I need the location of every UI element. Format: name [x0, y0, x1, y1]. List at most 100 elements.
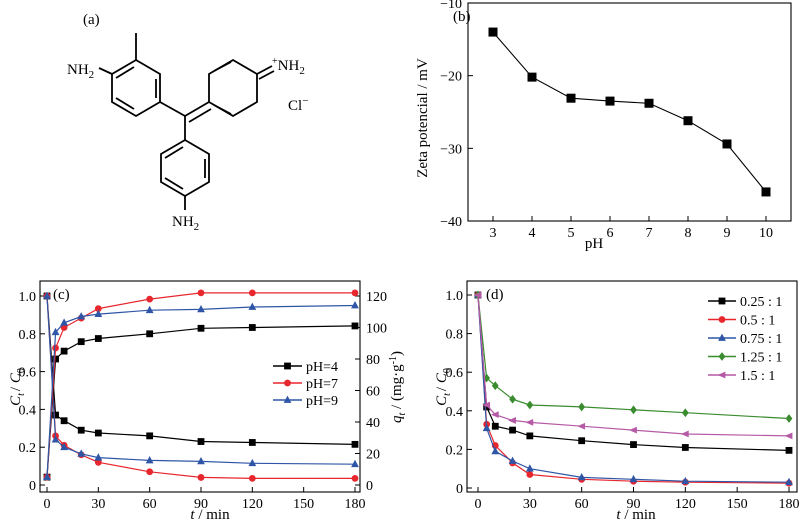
- panel-c-xtick-label: 30: [91, 497, 105, 512]
- panel-d-xtick-label: 120: [675, 497, 696, 512]
- panel-d-point: [525, 418, 534, 426]
- panel-d-legend-label: 0.5 : 1: [740, 314, 775, 329]
- panel-c-point: [146, 330, 154, 338]
- panel-b-point: [761, 187, 771, 197]
- panel-c-point: [60, 324, 68, 331]
- panel-c-point: [146, 468, 154, 476]
- panel-c-point: [146, 432, 154, 440]
- panel-c-point: [145, 456, 154, 464]
- panel-c-point: [94, 453, 103, 461]
- panel-c-legend-marker: [284, 379, 291, 387]
- panel-c-legend-label: pH=9: [306, 394, 338, 409]
- panel-d-xtick-label: 150: [727, 497, 748, 512]
- panel-d-point: [491, 381, 499, 391]
- counter-ion-label: Cl−: [288, 95, 308, 114]
- panel-c-legend-marker: [283, 395, 292, 403]
- panel-c-label: (c): [53, 287, 70, 303]
- panel-b-plot: 3 4 5 6 7 8 9 10 −10 −20 −30 −40: [440, 0, 792, 241]
- panel-c-point: [60, 318, 69, 326]
- panel-d-plot: 0 30 60 90 120 150 180 0 0.2 0.4 0.6 0.8 1.0 0.25 : 1…: [446, 280, 800, 512]
- panel-c-xtick-label: 120: [242, 497, 263, 512]
- panel-b-ytick-label: −20: [440, 70, 462, 85]
- panel-b-point: [683, 116, 693, 126]
- panel-d-legend-marker: [718, 297, 726, 305]
- panel-d-ytick-label: 0: [456, 482, 463, 497]
- panel-d-ytick-label: 0.8: [446, 328, 464, 343]
- panel-b-zeta-chart: (b) pH Zeta potencial / mV: [415, 9, 603, 252]
- panel-c-point: [51, 327, 60, 336]
- panel-c-point: [197, 324, 205, 332]
- panel-c-point: [94, 309, 103, 318]
- panel-c-point: [94, 305, 102, 312]
- panel-d-point: [784, 432, 793, 440]
- panel-d-ytick-label: 0.6: [446, 366, 464, 381]
- panel-c-legend-marker: [284, 362, 291, 370]
- panel-d-legend: 0.25 : 1 0.5 : 1 0.75 : 1 1.25 : 1 1.5 : 1: [708, 295, 782, 384]
- panel-b-ytick-label: −30: [440, 142, 462, 157]
- panel-b-point: [605, 96, 615, 106]
- panel-d-point: [578, 402, 586, 412]
- panel-d-point: [578, 437, 586, 445]
- panel-c-point: [351, 440, 359, 448]
- panel-c-ytick-right-label: 40: [366, 416, 380, 431]
- panel-b-ytick-label: −40: [440, 215, 462, 230]
- panel-c-point: [248, 302, 257, 310]
- left-amine-label: NH2: [67, 62, 94, 81]
- panel-d-point: [681, 408, 689, 418]
- panel-c-xlabel: t / min: [190, 507, 230, 523]
- panel-d-legend-label: 1.5 : 1: [740, 369, 775, 384]
- panel-c-point: [51, 435, 60, 443]
- panel-c-xtick-label: 150: [293, 497, 314, 512]
- panel-a-molecule: (a) NH2 +NH2: [67, 12, 308, 233]
- panel-c-xtick-label: 90: [194, 497, 208, 512]
- panel-c-point: [197, 438, 205, 445]
- panel-a-label: (a): [83, 12, 100, 28]
- panel-c-ph-chart: (c) t / min Ct/ C0 qt / (mg·g-1): [8, 287, 408, 523]
- panel-d-legend-marker: [718, 316, 726, 323]
- panel-c-point: [351, 301, 359, 309]
- bottom-amine-label: NH2: [172, 214, 199, 233]
- panel-d-point: [509, 394, 516, 404]
- ring-left: [111, 58, 161, 118]
- panel-d-point: [483, 403, 491, 411]
- panel-c-ylabel-left: Ct/ C0: [8, 368, 27, 406]
- panel-d-point: [482, 401, 491, 409]
- panel-d-ylabel: Ct/ C0: [434, 368, 453, 406]
- panel-c-legend-label: pH=4: [306, 360, 338, 375]
- panel-b-xtick-label: 10: [759, 226, 773, 241]
- panel-d-point: [681, 476, 690, 485]
- panel-d-point: [526, 471, 534, 478]
- panel-b-xtick-label: 3: [490, 226, 497, 241]
- panel-d-legend-marker: [718, 333, 726, 341]
- panel-c-point: [52, 344, 59, 352]
- panel-c-ytick-left-label: 0.8: [19, 328, 37, 343]
- panel-d-ytick-label: 1.0: [446, 289, 464, 304]
- panel-c-point: [60, 417, 68, 425]
- panel-c-ytick-left-label: 0: [29, 479, 36, 494]
- panel-c-ytick-left-label: 0.4: [19, 403, 37, 418]
- panel-d-xtick-label: 0: [475, 497, 482, 512]
- panel-d-legend-marker: [717, 371, 726, 379]
- panel-d-point: [509, 426, 516, 434]
- panel-c-point: [43, 472, 51, 481]
- panel-c-ytick-left-label: 0.6: [19, 366, 37, 381]
- panel-c-ytick-right-label: 20: [366, 448, 380, 463]
- central-bond-left: [159, 101, 186, 117]
- panel-c-point: [146, 295, 154, 303]
- panel-d-point: [526, 400, 534, 410]
- panel-d-legend-marker: [718, 352, 726, 361]
- ring-right: [208, 58, 258, 118]
- panel-c-point: [197, 289, 205, 297]
- panel-d-point: [577, 422, 586, 430]
- panel-d-point: [577, 472, 586, 481]
- panel-b-point: [722, 139, 732, 149]
- panel-c-xtick-label: 0: [44, 497, 51, 512]
- panel-b-xtick-label: 8: [685, 226, 692, 241]
- central-double-bond: [184, 101, 210, 117]
- panel-b-xtick-label: 4: [529, 226, 536, 241]
- panel-d-point: [526, 432, 534, 440]
- panel-d-point: [525, 464, 534, 472]
- panel-b-point: [488, 27, 498, 37]
- panel-b-xlabel: pH: [585, 236, 604, 252]
